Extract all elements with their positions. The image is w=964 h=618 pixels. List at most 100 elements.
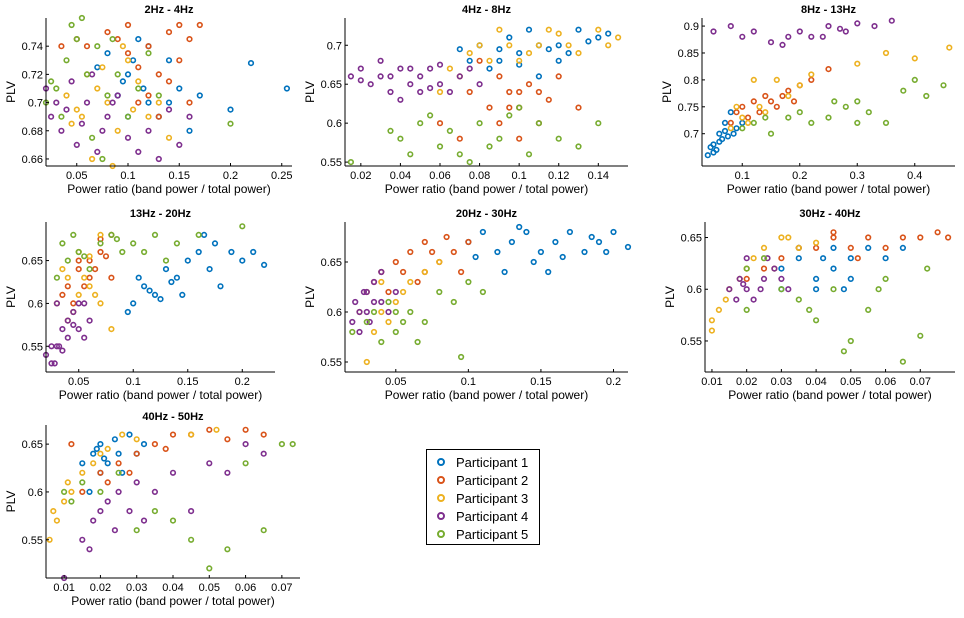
point-participant-1: [506, 34, 513, 41]
legend: Participant 1 Participant 2 Participant …: [426, 449, 540, 545]
point-participant-5: [525, 151, 533, 158]
point-participant-3: [715, 306, 723, 314]
point-participant-2: [115, 460, 122, 467]
point-participant-4: [53, 300, 61, 307]
legend-marker-icon: [437, 530, 445, 538]
point-participant-3: [575, 49, 582, 57]
point-participant-1: [104, 460, 111, 467]
point-participant-2: [762, 92, 769, 100]
point-participant-4: [48, 360, 55, 367]
point-participant-3: [722, 296, 729, 303]
y-tick-label: 0.65: [321, 79, 342, 91]
point-participant-3: [407, 278, 414, 286]
point-participant-4: [377, 57, 384, 64]
point-participant-4: [48, 343, 55, 350]
point-participant-5: [436, 143, 444, 150]
point-participant-1: [173, 274, 180, 281]
point-participant-2: [81, 283, 88, 290]
point-participant-3: [378, 308, 385, 316]
point-participant-2: [830, 229, 837, 236]
point-participant-4: [767, 39, 775, 46]
point-participant-1: [819, 255, 827, 262]
point-participant-4: [871, 23, 878, 30]
point-participant-5: [465, 278, 472, 286]
point-participant-4: [739, 33, 746, 40]
point-participant-3: [760, 244, 768, 251]
point-participant-1: [217, 283, 224, 290]
point-participant-1: [508, 238, 516, 246]
point-participant-4: [778, 275, 785, 283]
point-participant-2: [58, 43, 65, 50]
legend-label: Participant 1: [456, 454, 529, 470]
point-participant-4: [145, 127, 152, 134]
point-participant-5: [496, 135, 503, 142]
point-participant-5: [847, 337, 854, 345]
point-participant-3: [565, 42, 572, 49]
point-participant-5: [188, 536, 195, 543]
point-participant-5: [64, 257, 71, 264]
point-participant-5: [743, 306, 750, 314]
point-participant-4: [53, 343, 61, 350]
point-participant-1: [525, 26, 533, 33]
y-tick-label: 0.6: [687, 284, 702, 296]
y-tick-label: 0.9: [684, 21, 699, 33]
point-participant-2: [525, 81, 533, 88]
point-participant-4: [151, 488, 158, 496]
point-participant-3: [486, 57, 493, 64]
x-tick-label: 0.2: [606, 376, 621, 388]
x-tick-label: 0.02: [736, 376, 757, 388]
point-participant-1: [90, 450, 97, 457]
point-participant-4: [476, 81, 483, 88]
point-participant-1: [119, 469, 126, 476]
y-tick-label: 0.6: [28, 487, 43, 499]
point-participant-1: [716, 138, 723, 145]
x-tick-label: 0.2: [223, 170, 238, 182]
point-participant-3: [97, 300, 104, 307]
point-participant-5: [162, 257, 170, 264]
legend-entry-participant-3: Participant 3: [427, 489, 539, 507]
point-participant-3: [79, 469, 86, 476]
point-participant-2: [496, 120, 503, 127]
point-participant-2: [496, 73, 503, 80]
x-tick-label: 0.03: [126, 582, 147, 594]
point-participant-3: [796, 82, 803, 89]
point-participant-4: [736, 275, 743, 283]
y-axis-label: PLV: [4, 286, 18, 308]
point-participant-5: [923, 92, 930, 100]
point-participant-4: [378, 298, 385, 306]
point-participant-3: [78, 113, 85, 120]
point-participant-4: [363, 288, 370, 296]
point-participant-5: [476, 120, 483, 127]
point-participant-4: [73, 141, 80, 148]
point-participant-1: [865, 244, 872, 251]
point-participant-5: [830, 286, 837, 293]
point-participant-2: [155, 71, 162, 78]
point-participant-2: [778, 255, 785, 262]
x-tick-label: 0.05: [68, 376, 89, 388]
point-participant-5: [506, 112, 513, 119]
point-participant-4: [104, 113, 111, 120]
point-participant-5: [347, 159, 355, 166]
point-participant-5: [195, 231, 202, 238]
point-participant-5: [115, 469, 122, 476]
point-participant-1: [778, 265, 785, 272]
point-participant-4: [356, 308, 363, 316]
point-participant-5: [378, 338, 385, 346]
point-participant-1: [721, 119, 729, 126]
point-participant-2: [169, 431, 177, 438]
point-participant-4: [79, 536, 86, 543]
point-participant-5: [739, 125, 746, 132]
point-participant-5: [133, 527, 140, 534]
point-participant-5: [151, 508, 158, 515]
point-participant-5: [239, 223, 246, 230]
legend-entry-participant-5: Participant 5: [427, 525, 539, 543]
point-participant-3: [213, 426, 220, 433]
point-participant-3: [535, 42, 543, 49]
x-tick-label: 0.1: [461, 376, 476, 388]
point-participant-3: [108, 326, 115, 333]
point-participant-1: [196, 92, 203, 99]
point-participant-5: [767, 130, 775, 137]
point-participant-5: [917, 332, 924, 339]
point-participant-2: [414, 278, 421, 286]
x-tick-label: 0.1: [735, 170, 750, 182]
